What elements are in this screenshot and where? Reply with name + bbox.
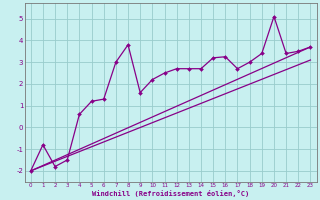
X-axis label: Windchill (Refroidissement éolien,°C): Windchill (Refroidissement éolien,°C) [92, 190, 249, 197]
